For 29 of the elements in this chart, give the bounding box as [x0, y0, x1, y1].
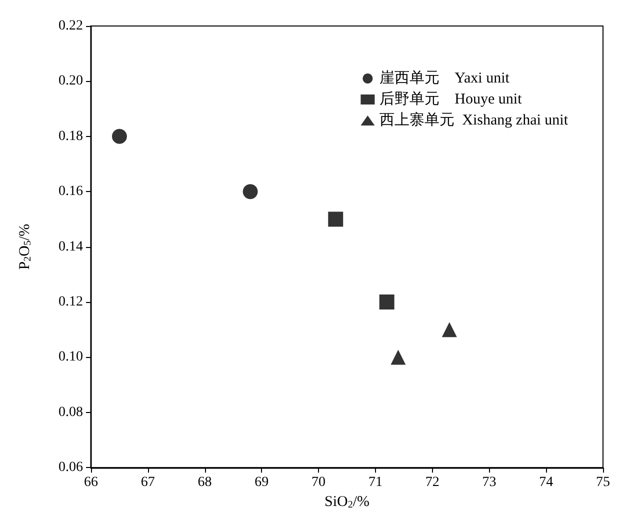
y-tick-label: 0.18 — [58, 128, 83, 144]
y-tick-label: 0.12 — [58, 294, 83, 310]
x-tick-label: 73 — [482, 475, 496, 490]
point — [442, 322, 457, 338]
point — [390, 350, 406, 365]
y-axis-title: P2O5/% — [17, 224, 34, 270]
x-tick-label: 74 — [539, 475, 554, 490]
x-tick-label: 69 — [254, 475, 269, 490]
x-tick-label: 72 — [425, 475, 440, 490]
x-tick-label: 68 — [198, 475, 212, 490]
y-tick-label: 0.06 — [58, 460, 83, 476]
point — [242, 184, 258, 200]
x-tick-label: 66 — [84, 475, 98, 490]
x-tick-label: 75 — [596, 475, 610, 490]
legend-label: 崖西单元 Yaxi unit — [380, 70, 510, 86]
y-tick-label: 0.14 — [58, 239, 83, 254]
y-tick-label: 0.20 — [58, 74, 83, 89]
y-tick-label: 0.10 — [58, 350, 83, 365]
x-tick-label: 67 — [140, 475, 155, 490]
legend-label: 后野单元 Houye unit — [380, 90, 523, 108]
y-tick-label: 0.16 — [58, 184, 83, 200]
y-tick-label: 0.08 — [58, 404, 83, 420]
legend-label: 西上寨单元 Xishang zhai unit — [380, 112, 569, 128]
x-tick-label: 70 — [312, 475, 326, 490]
y-tick-label: 0.22 — [58, 18, 83, 34]
x-tick-label: 71 — [368, 475, 382, 490]
point — [112, 128, 127, 144]
point — [328, 212, 344, 227]
point — [379, 294, 394, 310]
